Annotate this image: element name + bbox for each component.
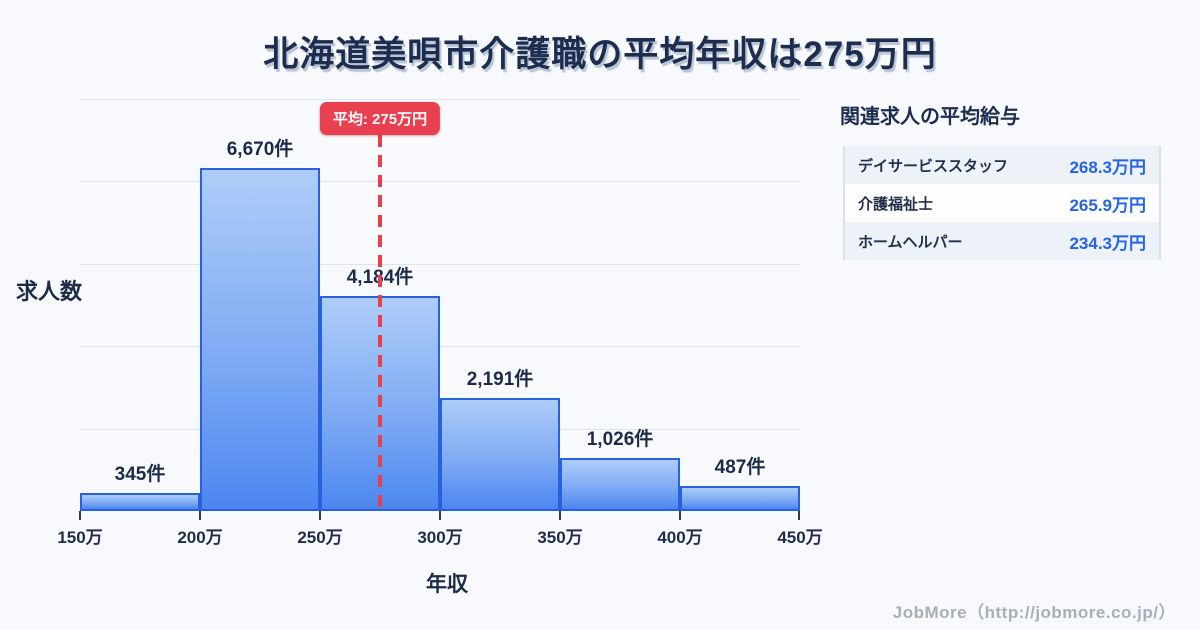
- histogram-bar: [80, 493, 200, 511]
- x-axis-tick-label: 450万: [777, 528, 823, 547]
- bar-value-label: 2,191件: [466, 369, 534, 391]
- related-jobs-table: デイサービススタッフ 268.3万円 介護福祉士 265.9万円 ホームヘルパー…: [843, 146, 1161, 260]
- bar-value-label: 487件: [714, 456, 766, 478]
- x-axis-tick-label: 250万: [297, 528, 343, 547]
- x-axis-tick-label: 300万: [417, 528, 463, 547]
- gridline: [80, 99, 800, 100]
- x-axis-tick-label: 150万: [57, 528, 103, 547]
- histogram-bar: [560, 458, 680, 511]
- x-axis-tick: [319, 511, 321, 520]
- page-title: 北海道美唄市介護職の平均年収は275万円: [263, 35, 937, 74]
- x-axis-tick: [199, 511, 201, 520]
- gridline: [80, 263, 800, 265]
- average-dashed-line: [378, 135, 382, 511]
- table-row: デイサービススタッフ 268.3万円: [845, 146, 1159, 184]
- x-axis-tick-label: 200万: [177, 528, 223, 547]
- plot-area: 345件6,670件4,184件2,191件1,026件487件150万200万…: [57, 99, 823, 547]
- x-axis-tick: [798, 511, 800, 520]
- histogram-bar: [200, 167, 320, 511]
- job-salary: 234.3万円: [1069, 233, 1146, 253]
- x-axis-tick: [439, 511, 441, 520]
- panel-heading: 関連求人の平均給与: [840, 106, 1020, 128]
- average-badge: 平均: 275万円: [319, 102, 441, 135]
- x-axis-tick: [79, 511, 81, 520]
- histogram-bar: [440, 398, 560, 511]
- job-title: 介護福祉士: [858, 195, 934, 213]
- histogram-bar: [680, 485, 800, 511]
- x-axis-tick: [679, 511, 681, 520]
- job-salary: 268.3万円: [1069, 157, 1146, 177]
- x-axis-tick: [559, 511, 561, 520]
- y-axis-label: 求人数: [16, 279, 83, 304]
- table-row: 介護福祉士 265.9万円: [845, 184, 1159, 222]
- footer-credit: JobMore（http://jobmore.co.jp/）: [892, 603, 1176, 622]
- bar-value-label: 6,670件: [226, 138, 294, 160]
- table-row: ホームヘルパー 234.3万円: [845, 222, 1159, 260]
- x-axis-tick-label: 350万: [537, 528, 583, 547]
- job-title: デイサービススタッフ: [858, 157, 1009, 175]
- gridline: [80, 181, 800, 183]
- x-axis-tick-label: 400万: [657, 528, 703, 547]
- x-axis-label: 年収: [426, 573, 468, 596]
- gridline: [80, 346, 800, 348]
- bar-value-label: 345件: [114, 464, 166, 486]
- job-title: ホームヘルパー: [858, 233, 963, 251]
- job-salary: 265.9万円: [1069, 195, 1146, 215]
- bar-value-label: 1,026件: [586, 429, 654, 451]
